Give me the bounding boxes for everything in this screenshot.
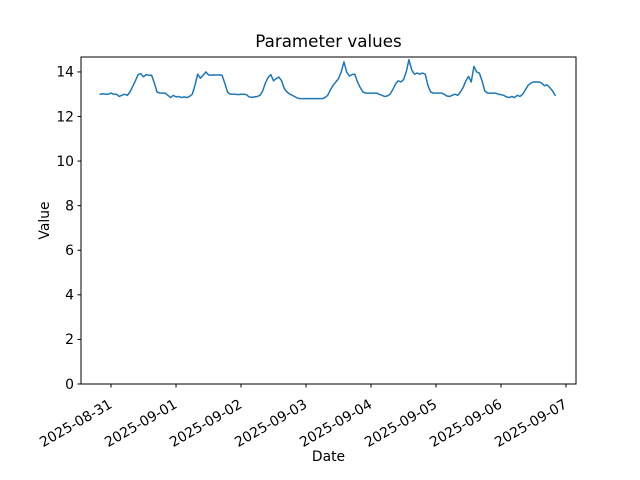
plot-area: 2025-08-312025-09-012025-09-022025-09-03… [37,56,577,451]
plot-border [80,56,577,385]
data-line [99,58,556,100]
x-tick-label: 2025-09-07 [492,397,570,451]
x-tick-label: 2025-09-01 [102,397,180,451]
y-tick-label: 4 [65,288,74,304]
y-tick-label: 6 [65,243,74,259]
x-tick-label: 2025-09-06 [427,397,505,451]
y-tick-label: 12 [56,109,74,125]
y-axis-label: Value [37,201,53,239]
y-tick-label: 14 [56,65,74,81]
chart-title: Parameter values [255,31,401,51]
x-axis: 2025-08-312025-09-012025-09-022025-09-03… [37,384,570,451]
x-tick-label: 2025-09-05 [362,397,440,451]
x-tick-label: 2025-08-31 [37,397,115,451]
y-tick-label: 2 [65,332,74,348]
x-tick-label: 2025-09-03 [232,397,310,451]
y-tick-label: 8 [65,198,74,214]
y-tick-label: 10 [56,154,74,170]
x-axis-label: Date [312,449,345,465]
y-tick-label: 0 [65,377,74,393]
x-tick-label: 2025-09-02 [167,397,245,451]
y-axis: 0 2 4 6 8 10 12 14 [56,65,81,393]
series-lines [99,58,556,100]
x-tick-label: 2025-09-04 [297,397,375,451]
